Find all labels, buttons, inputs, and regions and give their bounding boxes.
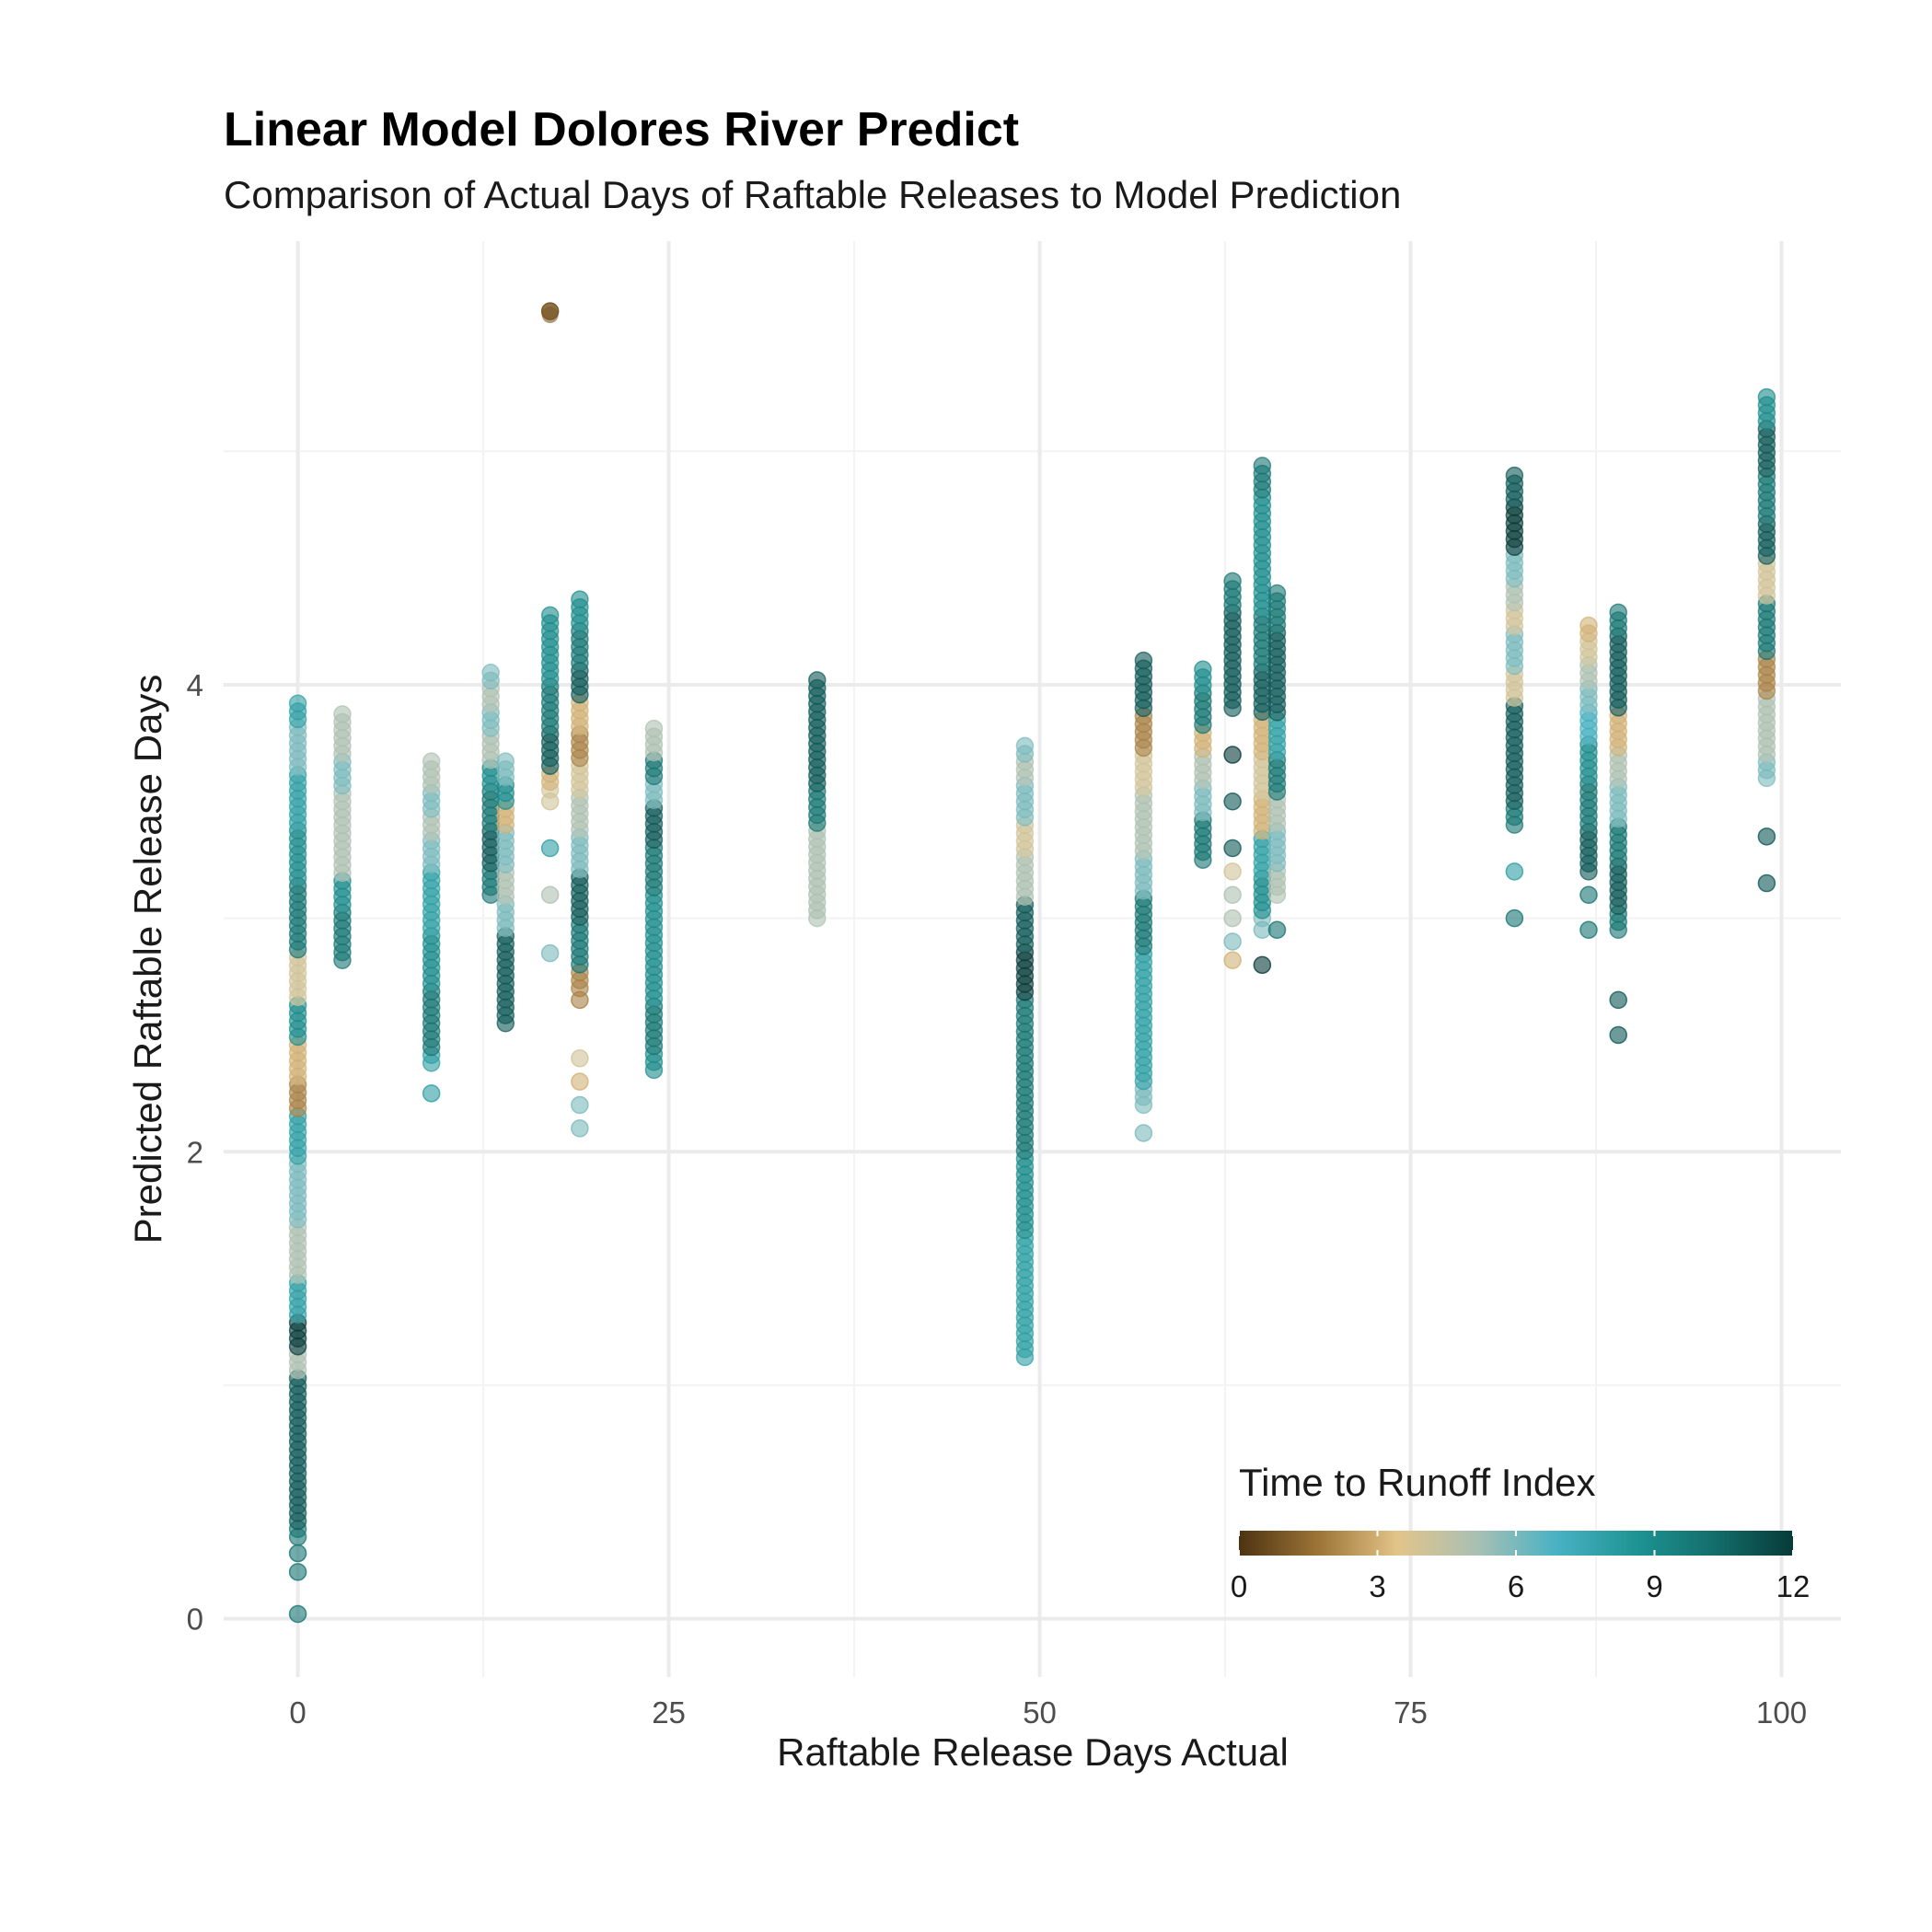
data-point: [1223, 932, 1242, 951]
data-point: [571, 1119, 589, 1138]
x-tick-label: 75: [1394, 1695, 1428, 1730]
data-points: [288, 302, 1776, 1624]
data-point: [1505, 908, 1524, 928]
data-point: [1579, 885, 1598, 904]
data-point: [1757, 873, 1776, 893]
legend-tick-label: 0: [1231, 1569, 1247, 1603]
x-tick-label: 100: [1756, 1695, 1807, 1730]
legend-tick-label: 6: [1508, 1569, 1524, 1603]
legend-tick-label: 3: [1369, 1569, 1385, 1603]
data-point: [1267, 584, 1287, 603]
data-point: [1579, 920, 1598, 940]
data-point: [1757, 827, 1776, 846]
data-point: [540, 606, 560, 625]
data-point: [1134, 1124, 1153, 1142]
data-point: [481, 664, 500, 682]
y-tick-label: 0: [187, 1602, 203, 1637]
legend-title: Time to Runoff Index: [1239, 1461, 1596, 1504]
x-axis-title: Raftable Release Days Actual: [777, 1730, 1289, 1774]
data-point: [571, 590, 589, 608]
data-point: [1505, 466, 1524, 485]
data-point: [1505, 862, 1524, 881]
data-point: [1223, 839, 1242, 858]
data-point: [1134, 651, 1153, 670]
data-point: [1267, 920, 1287, 940]
data-point: [540, 885, 560, 904]
data-point: [1223, 572, 1242, 591]
data-point: [540, 943, 560, 963]
data-point: [571, 1072, 589, 1091]
data-point: [1609, 990, 1627, 1010]
data-point: [1223, 908, 1242, 928]
x-axis-ticks: 0 25 50 75 100: [289, 1695, 1807, 1730]
data-point: [1223, 951, 1242, 970]
data-point: [1223, 792, 1242, 811]
y-axis-title: Predicted Raftable Release Days: [126, 675, 169, 1244]
data-point: [808, 671, 827, 689]
color-legend: Time to Runoff Index 0 3 6 9 12: [1231, 1461, 1811, 1603]
data-point: [644, 719, 664, 738]
data-point: [541, 307, 559, 324]
data-point: [288, 1563, 307, 1581]
x-tick-label: 25: [652, 1695, 686, 1730]
x-tick-label: 50: [1023, 1695, 1057, 1730]
data-point: [288, 1544, 307, 1563]
data-point: [1609, 1025, 1627, 1045]
data-point: [422, 1084, 441, 1103]
y-tick-label: 2: [187, 1135, 203, 1169]
data-point: [496, 752, 515, 770]
legend-tick-label: 12: [1776, 1569, 1811, 1603]
legend-ticks: 0 3 6 9 12: [1231, 1531, 1811, 1603]
x-tick-label: 0: [289, 1695, 306, 1730]
data-point: [1223, 862, 1242, 881]
data-point: [1757, 388, 1776, 407]
data-point: [1579, 616, 1598, 635]
data-point: [1253, 955, 1272, 975]
y-tick-label: 4: [187, 668, 203, 702]
chart-subtitle: Comparison of Actual Days of Raftable Re…: [224, 173, 1401, 216]
data-point: [1015, 736, 1035, 756]
data-point: [1609, 603, 1627, 622]
legend-tick-label: 9: [1646, 1569, 1662, 1603]
data-point: [422, 752, 441, 770]
data-point: [571, 1095, 589, 1115]
chart-title: Linear Model Dolores River Predict: [224, 103, 1019, 156]
data-point: [333, 705, 352, 723]
data-point: [288, 694, 307, 712]
data-point: [1253, 457, 1272, 475]
data-point: [571, 1049, 589, 1068]
data-point: [540, 839, 560, 858]
data-point: [288, 1604, 307, 1624]
data-point: [1194, 660, 1212, 678]
data-point: [1223, 746, 1242, 764]
data-point: [1223, 885, 1242, 904]
y-axis-ticks: 0 2 4: [187, 668, 203, 1637]
